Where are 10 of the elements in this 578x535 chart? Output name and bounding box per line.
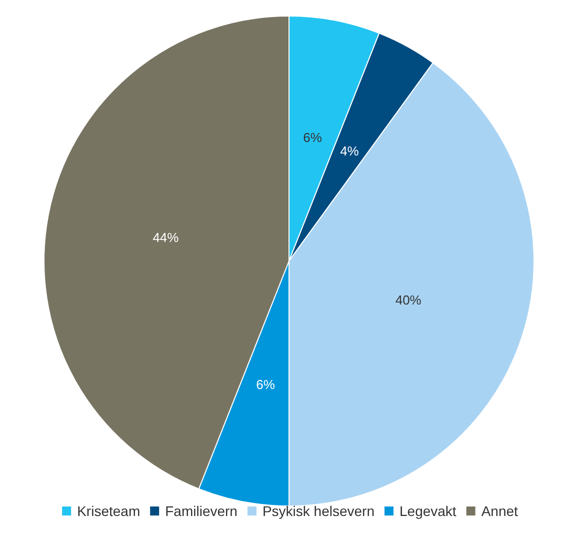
data-label: 4%: [340, 144, 360, 159]
legend-label: Legevakt: [400, 503, 456, 519]
data-label: 6%: [303, 130, 322, 146]
data-label: 44%: [152, 230, 180, 245]
legend-label: Kriseteam: [77, 503, 140, 519]
data-label: 6%: [256, 376, 276, 392]
legend-label: Annet: [481, 503, 518, 519]
data-label: 40%: [395, 292, 422, 308]
legend-label: Familievern: [165, 503, 238, 519]
legend-label: Psykisk helsevern: [262, 503, 375, 519]
